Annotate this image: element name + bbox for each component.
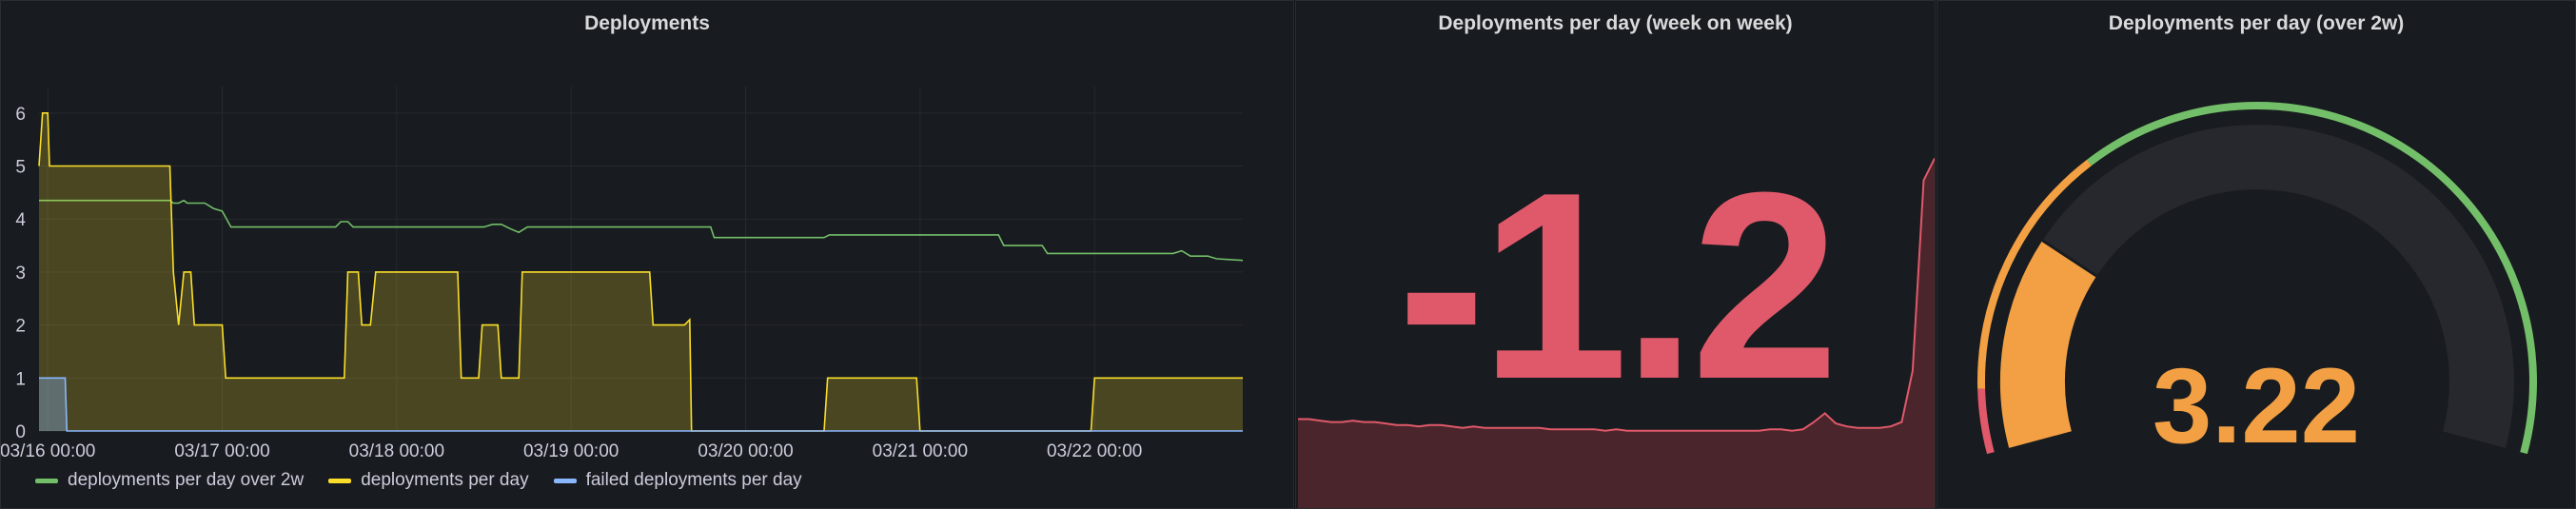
- gauge-threshold-band: [2087, 102, 2537, 455]
- legend-label: deployments per day: [361, 470, 529, 490]
- gauge-value-arc: [1999, 240, 2097, 448]
- legend-swatch: [35, 478, 58, 483]
- gauge-threshold-band: [1977, 159, 2092, 389]
- legend-swatch: [553, 478, 577, 483]
- legend-swatch: [328, 478, 352, 483]
- y-tick-label: 1: [15, 369, 26, 389]
- panel-title[interactable]: Deployments: [584, 12, 710, 34]
- x-tick-label: 03/17 00:00: [174, 441, 269, 458]
- series-line-2[interactable]: [39, 377, 1243, 432]
- legend-label: deployments per day over 2w: [68, 470, 305, 490]
- sparkline-chart: [1298, 157, 1935, 508]
- panel-title[interactable]: Deployments per day (over 2w): [2108, 12, 2405, 34]
- stat-value: -1.2: [1397, 138, 1839, 435]
- x-tick-label: 03/18 00:00: [349, 441, 444, 458]
- y-tick-label: 4: [15, 210, 26, 230]
- gauge-threshold-band: [1977, 388, 1995, 455]
- week-on-week-panel: Deployments per day (week on week) -1.2: [1295, 0, 1936, 509]
- legend-item-failed[interactable]: failed deployments per day: [553, 470, 802, 491]
- gauge-value-end: [2041, 239, 2097, 278]
- y-tick-label: 3: [15, 264, 26, 284]
- x-tick-label: 03/19 00:00: [523, 441, 619, 458]
- y-tick-label: 0: [15, 422, 26, 442]
- y-tick-label: 6: [15, 105, 26, 125]
- sparkline-area: [1298, 158, 1935, 508]
- x-tick-label: 03/21 00:00: [873, 441, 968, 458]
- deployments-panel: Deployments 0 1 2 3 4 5 6 03/16 00:00 03/17 00:…: [0, 0, 1294, 509]
- over-2w-panel: Deployments per day (over 2w) 3.22: [1937, 0, 2576, 509]
- series-line-0[interactable]: [39, 199, 1244, 262]
- panel-title[interactable]: Deployments per day (week on week): [1438, 12, 1793, 34]
- x-tick-label: 03/20 00:00: [698, 441, 793, 458]
- x-tick-label: 03/22 00:00: [1047, 441, 1142, 458]
- chart-legend: deployments per day over 2w deployments …: [35, 470, 802, 491]
- legend-item-per-day[interactable]: deployments per day: [328, 470, 529, 491]
- legend-label: failed deployments per day: [585, 470, 802, 490]
- y-tick-label: 2: [15, 317, 26, 337]
- gauge-chart: [1977, 102, 2537, 455]
- deployments-timeseries-chart: 0 1 2 3 4 5 6 03/16 00:00 03/17 00:00 03/18 00:0…: [1, 87, 1244, 458]
- x-tick-label: 03/16 00:00: [1, 441, 95, 458]
- gauge-value: 3.22: [2153, 346, 2360, 465]
- y-tick-label: 5: [15, 158, 26, 178]
- sparkline-line: [1298, 157, 1935, 432]
- legend-item-over-2w[interactable]: deployments per day over 2w: [35, 470, 304, 491]
